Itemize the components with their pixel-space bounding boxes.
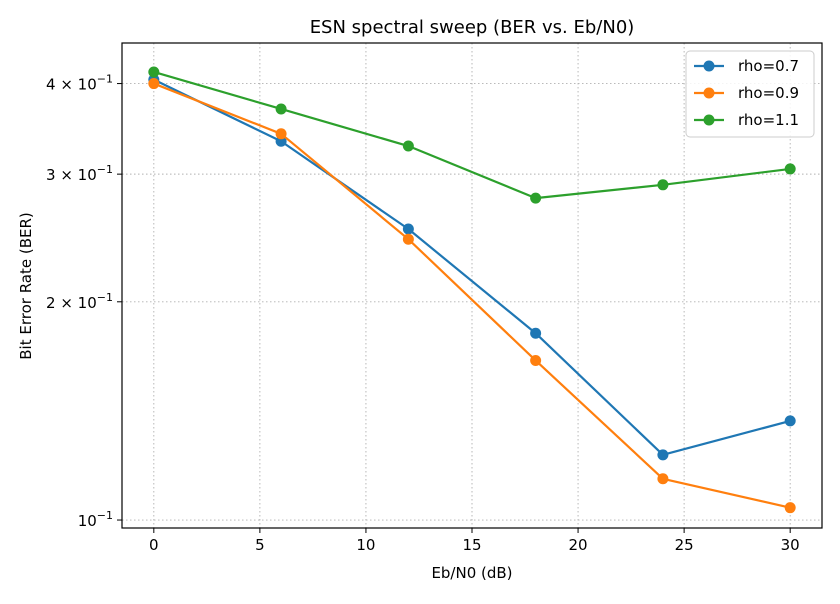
data-point [530,192,542,204]
y-tick-label: 10−1 [78,509,113,530]
series-line [153,82,791,509]
y-tick-label: 2 × 10−1 [46,291,113,312]
y-tick-exponent: −1 [97,163,113,176]
data-point [402,233,414,245]
x-tick-label: 0 [149,536,159,554]
legend-marker [703,60,715,72]
x-tick-label: 15 [462,536,481,554]
legend-box [685,50,815,138]
y-tick-mantissa: 4 × 10 [46,76,97,94]
data-point [402,140,414,152]
series-rho=1.1 [148,66,796,204]
legend-label: rho=0.7 [738,57,799,75]
grid [122,43,822,528]
y-tick-exponent: −1 [97,509,113,522]
x-tick-label: 10 [356,536,375,554]
data-point [530,327,542,339]
y-tick-mantissa: 2 × 10 [46,294,97,312]
chart-title: ESN spectral sweep (BER vs. Eb/N0) [310,17,635,38]
series-rho=0.9 [148,78,796,514]
data-point [784,502,796,514]
x-tick-label: 20 [569,536,588,554]
series-line [153,70,791,200]
x-tick-label: 5 [255,536,265,554]
y-tick-exponent: −1 [97,291,113,304]
legend-label: rho=1.1 [738,111,799,129]
data-point [657,473,669,485]
data-point [275,103,287,115]
legend: rho=0.7 rho=0.9 rho=1.1 [685,50,815,138]
series-layer [148,66,796,514]
x-tick-label: 30 [781,536,800,554]
y-tick-exponent: −1 [97,73,113,86]
legend-label: rho=0.9 [738,84,799,102]
legend-item: rho=0.7 [694,57,799,75]
legend-marker [703,114,715,126]
data-point [148,66,160,78]
y-tick-mantissa: 10 [78,512,97,530]
data-point [784,415,796,427]
legend-item: rho=1.1 [694,111,799,129]
y-axis: 10−12 × 10−13 × 10−14 × 10−1 [46,73,122,530]
x-tick-label: 25 [675,536,694,554]
data-point [530,354,542,366]
data-point [402,223,414,235]
data-point [275,128,287,140]
y-tick-label: 4 × 10−1 [46,73,113,94]
data-point [784,163,796,175]
x-axis: 0 5 10 15 20 25 30 [149,528,800,554]
y-tick-mantissa: 3 × 10 [46,166,97,184]
y-axis-label: Bit Error Rate (BER) [17,212,35,360]
x-axis-label: Eb/N0 (dB) [431,564,512,582]
legend-marker [703,87,715,99]
data-point [657,179,669,191]
series-line [153,78,791,456]
legend-item: rho=0.9 [694,84,799,102]
y-tick-label: 3 × 10−1 [46,163,113,184]
data-point [657,449,669,461]
data-point [148,78,160,90]
